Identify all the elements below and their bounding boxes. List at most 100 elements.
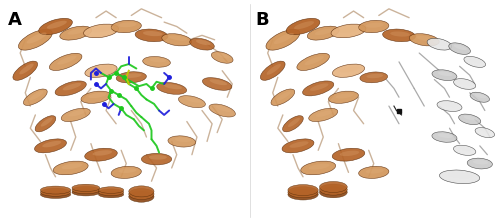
Ellipse shape bbox=[142, 57, 171, 67]
Ellipse shape bbox=[464, 116, 477, 120]
Ellipse shape bbox=[320, 184, 347, 195]
Ellipse shape bbox=[266, 64, 281, 75]
Ellipse shape bbox=[300, 161, 336, 175]
Ellipse shape bbox=[454, 44, 467, 50]
Ellipse shape bbox=[277, 91, 291, 100]
Ellipse shape bbox=[366, 74, 383, 78]
Ellipse shape bbox=[135, 29, 168, 42]
Ellipse shape bbox=[26, 32, 46, 44]
Ellipse shape bbox=[55, 81, 86, 96]
Ellipse shape bbox=[62, 83, 82, 90]
Ellipse shape bbox=[129, 186, 154, 197]
Ellipse shape bbox=[274, 33, 294, 44]
Ellipse shape bbox=[60, 26, 92, 40]
Ellipse shape bbox=[340, 151, 359, 156]
Ellipse shape bbox=[358, 20, 389, 33]
Ellipse shape bbox=[210, 79, 227, 85]
Ellipse shape bbox=[458, 114, 481, 125]
Ellipse shape bbox=[432, 70, 457, 80]
Ellipse shape bbox=[18, 29, 52, 50]
Ellipse shape bbox=[72, 184, 100, 191]
Ellipse shape bbox=[40, 188, 70, 196]
Ellipse shape bbox=[308, 26, 339, 40]
Ellipse shape bbox=[433, 40, 448, 46]
Ellipse shape bbox=[467, 158, 492, 169]
Ellipse shape bbox=[304, 56, 324, 65]
Ellipse shape bbox=[98, 189, 124, 196]
Ellipse shape bbox=[98, 187, 124, 193]
Ellipse shape bbox=[85, 64, 117, 77]
Ellipse shape bbox=[116, 72, 146, 83]
Ellipse shape bbox=[475, 93, 486, 98]
Ellipse shape bbox=[196, 40, 210, 45]
Ellipse shape bbox=[297, 53, 330, 70]
Text: B: B bbox=[255, 11, 268, 29]
Ellipse shape bbox=[328, 91, 358, 103]
Ellipse shape bbox=[438, 133, 452, 138]
Ellipse shape bbox=[40, 191, 70, 198]
Ellipse shape bbox=[308, 108, 338, 122]
Ellipse shape bbox=[142, 153, 172, 165]
Ellipse shape bbox=[290, 141, 308, 148]
Ellipse shape bbox=[271, 89, 294, 105]
Ellipse shape bbox=[40, 186, 70, 194]
Ellipse shape bbox=[288, 118, 300, 127]
Ellipse shape bbox=[202, 78, 232, 90]
Ellipse shape bbox=[57, 56, 76, 65]
Ellipse shape bbox=[190, 38, 214, 50]
Ellipse shape bbox=[24, 89, 47, 105]
Ellipse shape bbox=[38, 18, 72, 35]
Ellipse shape bbox=[35, 116, 56, 132]
Ellipse shape bbox=[366, 169, 384, 173]
Ellipse shape bbox=[366, 23, 384, 28]
Ellipse shape bbox=[475, 128, 494, 138]
Ellipse shape bbox=[118, 168, 136, 173]
Ellipse shape bbox=[480, 129, 492, 134]
Ellipse shape bbox=[438, 72, 452, 76]
Ellipse shape bbox=[332, 148, 365, 161]
Ellipse shape bbox=[68, 110, 86, 116]
Ellipse shape bbox=[92, 26, 112, 32]
Ellipse shape bbox=[302, 81, 334, 96]
Ellipse shape bbox=[13, 61, 38, 80]
Ellipse shape bbox=[288, 187, 318, 198]
Ellipse shape bbox=[156, 82, 186, 94]
Ellipse shape bbox=[416, 36, 434, 41]
Ellipse shape bbox=[339, 27, 360, 33]
Ellipse shape bbox=[332, 64, 364, 77]
Ellipse shape bbox=[282, 116, 304, 132]
Ellipse shape bbox=[448, 173, 472, 178]
Ellipse shape bbox=[42, 141, 62, 147]
Ellipse shape bbox=[432, 132, 457, 142]
Ellipse shape bbox=[111, 166, 142, 178]
Ellipse shape bbox=[260, 61, 285, 80]
Ellipse shape bbox=[216, 106, 232, 112]
Ellipse shape bbox=[448, 43, 470, 54]
Ellipse shape bbox=[118, 22, 136, 27]
Ellipse shape bbox=[340, 67, 359, 72]
Ellipse shape bbox=[282, 139, 314, 153]
Ellipse shape bbox=[314, 29, 334, 35]
Ellipse shape bbox=[34, 139, 66, 153]
Ellipse shape bbox=[458, 147, 472, 151]
Ellipse shape bbox=[185, 97, 201, 103]
Ellipse shape bbox=[129, 191, 154, 202]
Ellipse shape bbox=[382, 29, 416, 42]
Ellipse shape bbox=[427, 38, 452, 50]
Ellipse shape bbox=[124, 73, 142, 78]
Ellipse shape bbox=[437, 101, 462, 111]
Ellipse shape bbox=[288, 189, 318, 200]
Ellipse shape bbox=[454, 145, 476, 155]
Ellipse shape bbox=[72, 189, 100, 196]
Ellipse shape bbox=[81, 91, 111, 103]
Ellipse shape bbox=[84, 148, 117, 161]
Ellipse shape bbox=[169, 35, 187, 41]
Ellipse shape bbox=[168, 136, 196, 147]
Ellipse shape bbox=[286, 18, 320, 35]
Ellipse shape bbox=[358, 166, 389, 178]
Ellipse shape bbox=[40, 118, 52, 126]
Ellipse shape bbox=[150, 58, 166, 62]
Ellipse shape bbox=[143, 31, 163, 36]
Ellipse shape bbox=[92, 66, 112, 72]
Ellipse shape bbox=[20, 64, 34, 74]
